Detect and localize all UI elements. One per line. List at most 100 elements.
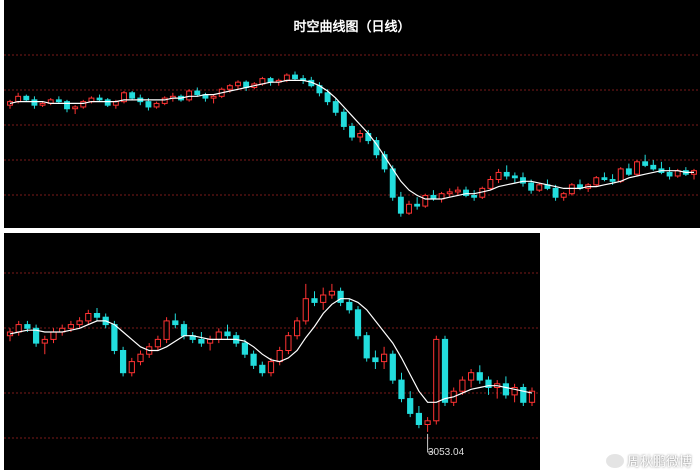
candle-down xyxy=(241,342,249,355)
candle-up xyxy=(487,179,494,189)
candle-down xyxy=(55,99,62,103)
candle-down xyxy=(407,398,414,414)
candle-up xyxy=(285,335,292,351)
candle-down xyxy=(332,101,339,113)
candle-down xyxy=(414,203,421,207)
low-point-pointer xyxy=(427,433,434,453)
candle-up xyxy=(424,420,431,426)
candle-down xyxy=(104,99,111,106)
candle-down xyxy=(365,133,372,142)
candle-down xyxy=(172,320,179,326)
candle-up xyxy=(446,191,453,195)
candle-up xyxy=(72,106,79,110)
candle-down xyxy=(476,372,483,381)
candle-down xyxy=(119,350,127,374)
candle-up xyxy=(137,353,144,363)
candle-up xyxy=(536,184,543,191)
watermark: 周秋鹏微博 xyxy=(605,451,692,470)
candle-down xyxy=(129,92,136,99)
candle-down xyxy=(485,379,492,389)
candle-up xyxy=(41,338,48,344)
candle-up xyxy=(215,331,222,340)
candle-down xyxy=(250,353,257,366)
candle-up xyxy=(161,97,168,104)
candle-down xyxy=(32,327,40,344)
candle-up xyxy=(357,133,364,138)
candle-up xyxy=(593,177,600,186)
candle-up xyxy=(50,331,57,340)
candle-up xyxy=(15,324,22,333)
candle-up xyxy=(433,338,440,422)
candle-down xyxy=(337,290,344,303)
candle-down xyxy=(601,177,608,181)
candle-down xyxy=(625,168,632,175)
chart-title: 时空曲线图（日线） xyxy=(293,20,411,35)
candle-up xyxy=(153,102,160,108)
candle-down xyxy=(198,338,205,344)
moving-average-line xyxy=(9,79,694,200)
moving-average-line xyxy=(9,298,533,403)
candle-down xyxy=(511,175,518,179)
watermark-text: 周秋鹏微博 xyxy=(626,455,692,470)
candle-down xyxy=(354,309,362,337)
candle-up xyxy=(267,361,275,374)
candle-down xyxy=(311,298,318,303)
candle-down xyxy=(363,335,370,359)
candle-down xyxy=(346,301,353,311)
candle-down xyxy=(324,92,331,103)
candle-up xyxy=(422,194,429,207)
candle-up xyxy=(67,324,75,329)
candle-up xyxy=(293,320,301,337)
candle-up xyxy=(163,320,170,340)
candle-down xyxy=(397,196,404,214)
candle-up xyxy=(128,361,135,374)
weibo-icon xyxy=(605,454,624,468)
candlestick-chart-top xyxy=(4,54,700,217)
candle-down xyxy=(372,357,379,363)
candle-down xyxy=(389,168,396,198)
candle-down xyxy=(471,194,478,198)
candle-up xyxy=(328,290,336,296)
candle-down xyxy=(64,101,70,110)
chart-panel-bottom xyxy=(4,233,540,470)
candle-down xyxy=(292,74,298,80)
candle-down xyxy=(340,111,347,127)
candle-up xyxy=(617,168,624,182)
candle-down xyxy=(463,189,469,196)
candle-up xyxy=(276,350,283,363)
candle-up xyxy=(459,379,466,392)
candle-down xyxy=(23,95,30,101)
candle-down xyxy=(609,179,616,182)
candle-up xyxy=(454,189,461,193)
low-point-label: 3053.04 xyxy=(428,447,465,458)
candle-up xyxy=(528,390,536,403)
candle-down xyxy=(528,182,535,191)
candle-down xyxy=(520,387,527,403)
candle-up xyxy=(302,298,309,322)
candle-down xyxy=(666,171,673,177)
candle-up xyxy=(76,320,83,326)
candle-up xyxy=(467,372,475,381)
candle-down xyxy=(650,164,657,170)
candle-down xyxy=(180,324,188,337)
candle-down xyxy=(389,353,396,381)
candlestick-chart-bottom xyxy=(4,272,540,453)
candle-down xyxy=(502,383,510,396)
candle-up xyxy=(154,338,162,348)
candle-up xyxy=(15,95,22,103)
candle-down xyxy=(398,379,405,400)
candle-up xyxy=(210,95,217,99)
candle-up xyxy=(380,353,388,363)
candle-up xyxy=(39,102,46,106)
candle-up xyxy=(235,81,241,87)
candle-up xyxy=(560,193,567,198)
candle-down xyxy=(503,171,510,177)
candle-down xyxy=(259,364,266,374)
candle-down xyxy=(96,97,103,101)
candle-down xyxy=(111,324,118,351)
candle-up xyxy=(283,74,290,81)
candle-down xyxy=(93,313,101,318)
candle-down xyxy=(520,177,526,184)
candle-up xyxy=(634,161,640,175)
candle-down xyxy=(194,90,201,96)
